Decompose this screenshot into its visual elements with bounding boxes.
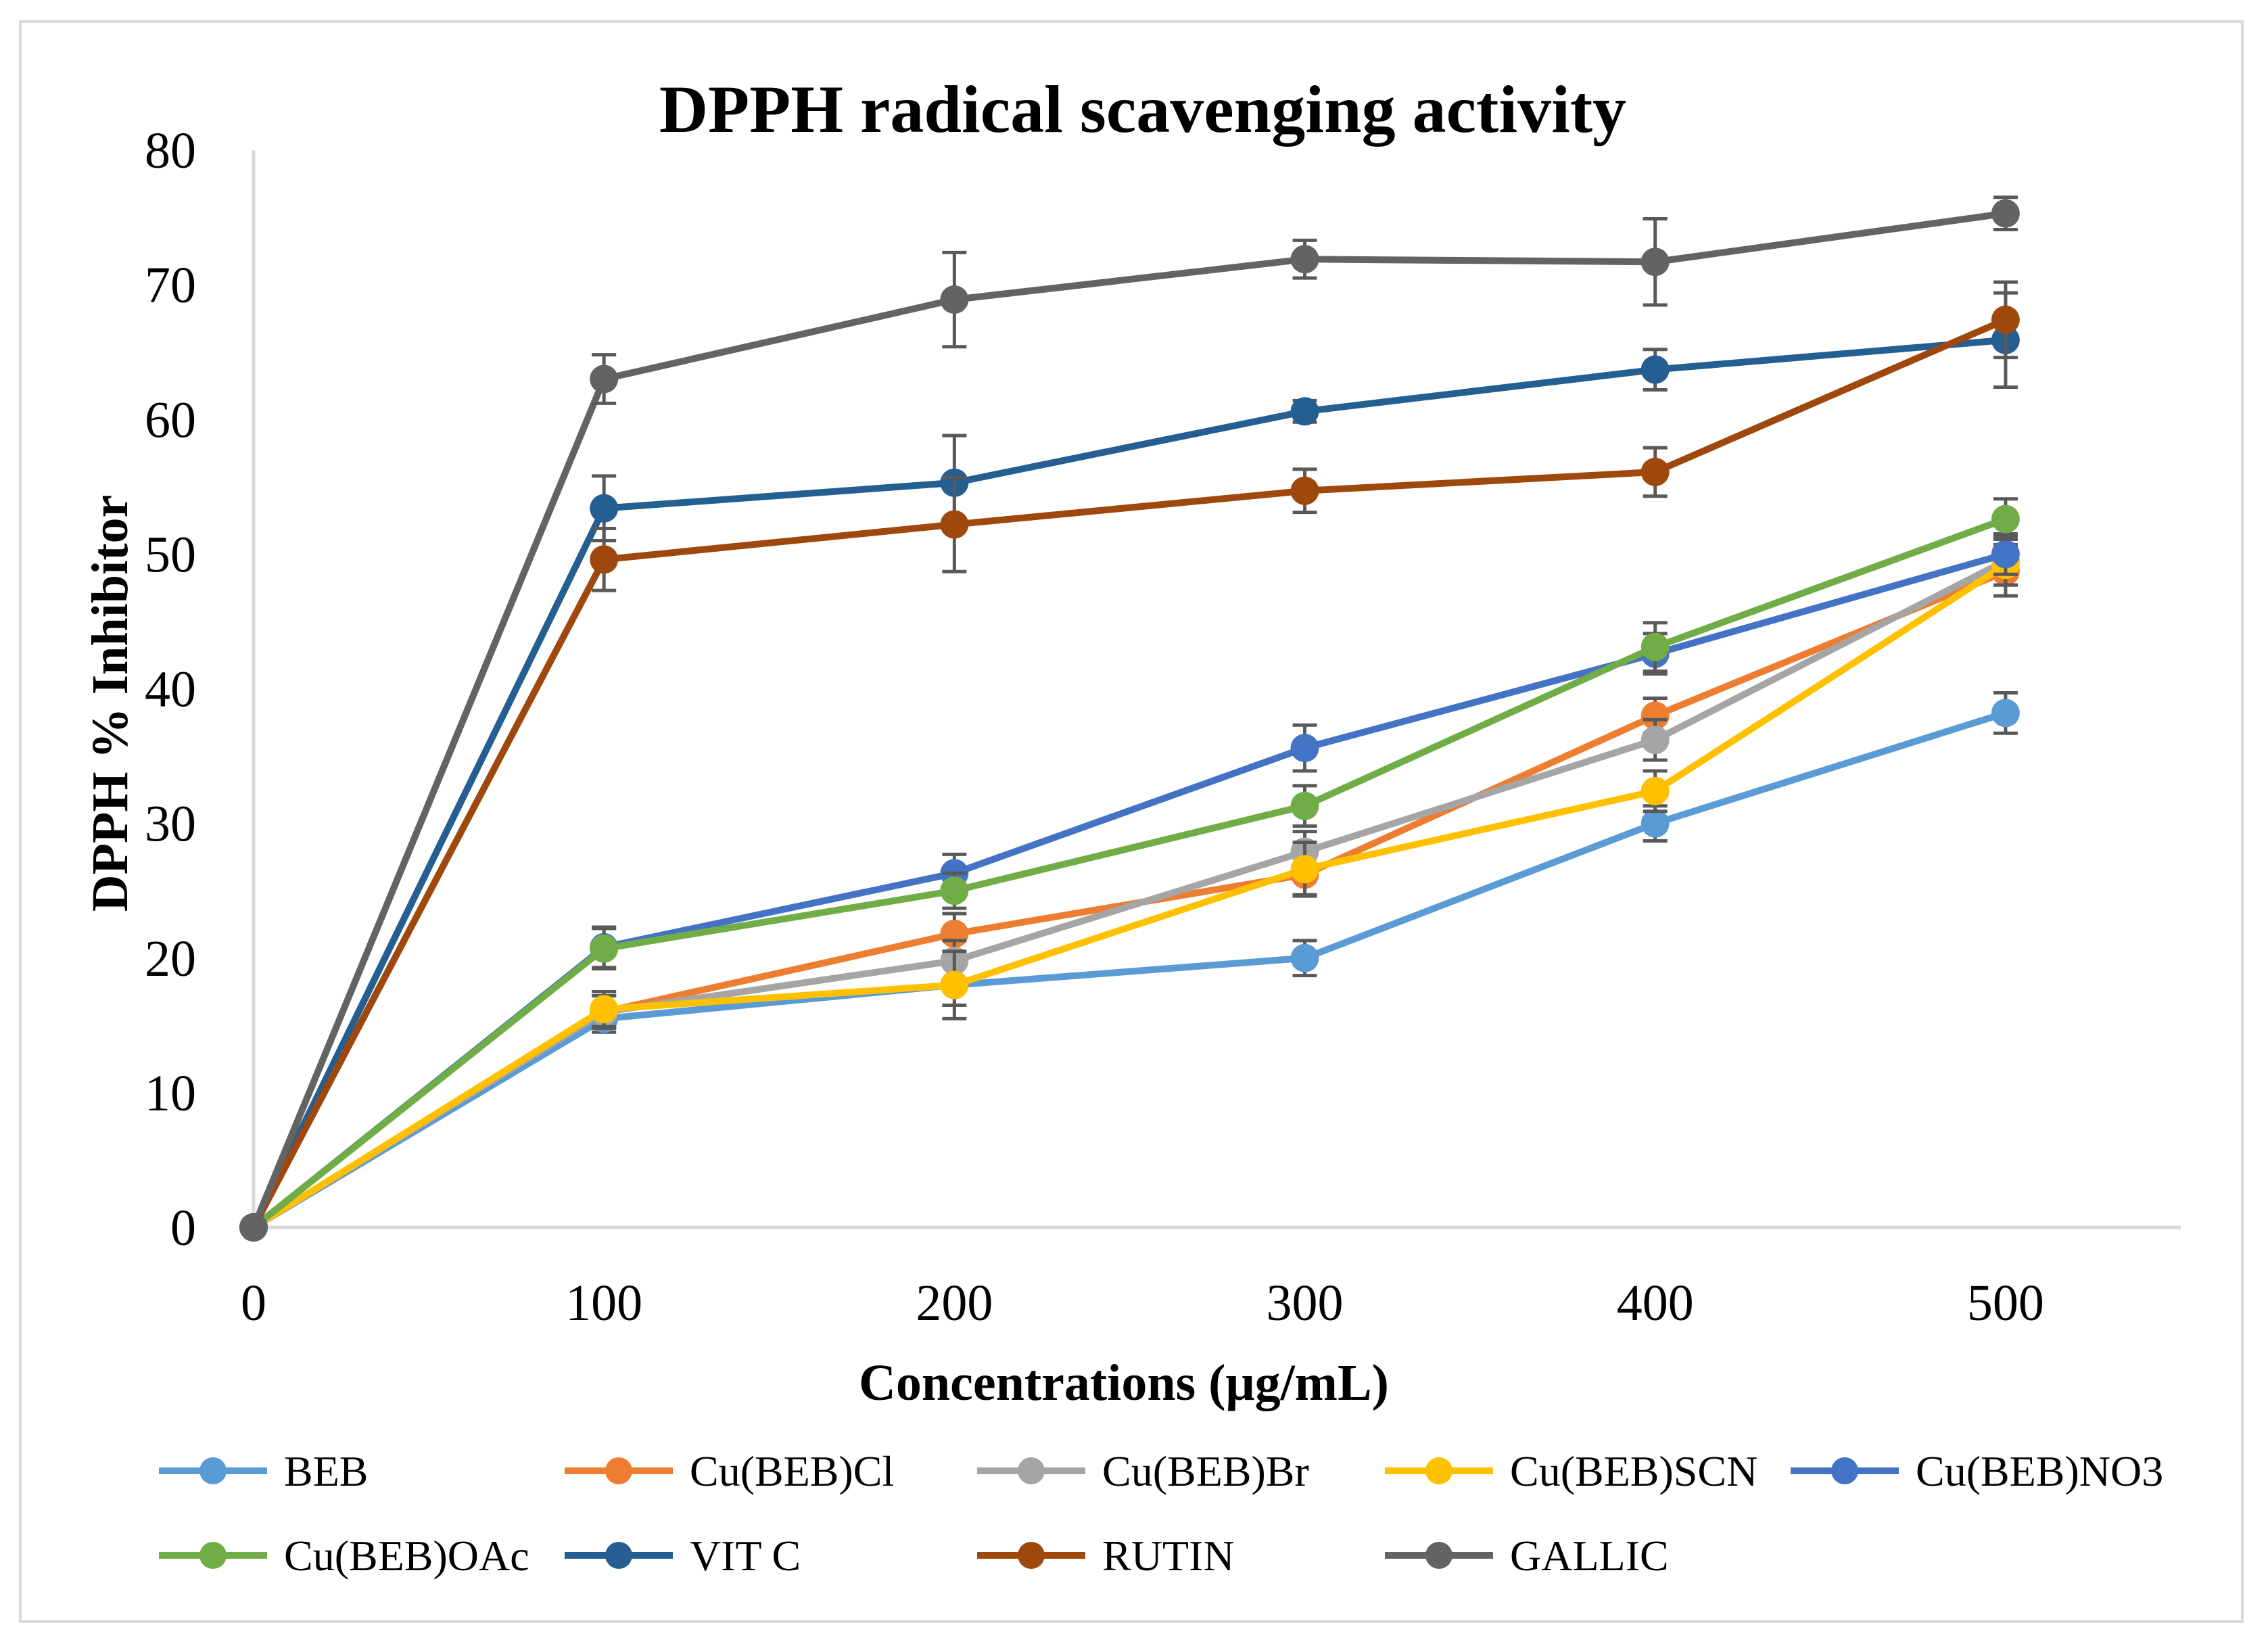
x-tick-label: 500	[1967, 1275, 2044, 1332]
data-point	[1290, 397, 1319, 426]
data-point	[1290, 943, 1319, 972]
data-point	[1640, 726, 1670, 755]
data-point	[590, 494, 619, 523]
legend-item: BEB	[159, 1447, 368, 1495]
chart-title: DPPH radical scavenging activity	[659, 72, 1626, 147]
y-tick-label: 30	[145, 796, 196, 853]
y-tick-label: 0	[170, 1200, 196, 1256]
y-tick-label: 50	[145, 526, 196, 583]
legend-label: Cu(BEB)Cl	[690, 1447, 894, 1495]
series-line	[251, 550, 2007, 1230]
series-layer	[239, 195, 2020, 1242]
legend-marker	[1831, 1457, 1858, 1484]
data-point	[1640, 457, 1670, 486]
legend-label: RUTIN	[1102, 1532, 1235, 1580]
y-tick-label: 80	[145, 122, 196, 179]
data-point	[590, 364, 619, 394]
data-point	[590, 934, 619, 963]
series-line	[252, 709, 2007, 1231]
legend-marker	[199, 1457, 227, 1484]
y-axis-title: DPPH % Inhibitor	[82, 495, 139, 912]
data-point	[1290, 855, 1319, 884]
data-point	[1991, 199, 2020, 228]
data-point	[1640, 632, 1670, 661]
legend-label: GALLIC	[1510, 1532, 1669, 1580]
data-point	[940, 970, 969, 999]
data-point	[1640, 701, 1670, 730]
data-point	[1640, 809, 1670, 838]
data-point	[1640, 248, 1670, 277]
legend-label: Cu(BEB)Br	[1102, 1447, 1309, 1495]
data-point	[1290, 734, 1319, 763]
x-tick-labels: 0 100 200 300 400 500	[241, 1275, 2044, 1332]
x-axis-title: Concentrations (μg/mL)	[859, 1355, 1389, 1411]
series-cu-beb-no3	[239, 532, 2020, 1242]
data-point	[1640, 776, 1670, 805]
series-cu-beb-br	[239, 534, 2020, 1242]
y-tick-label: 10	[145, 1065, 196, 1122]
y-tick-label: 70	[145, 257, 196, 314]
legend-item: RUTIN	[977, 1532, 1235, 1580]
data-point	[1290, 245, 1319, 274]
series-line	[252, 568, 2007, 1231]
y-tick-labels: 0 10 20 30 40 50 60 70 80	[145, 122, 196, 1256]
data-point	[1991, 305, 2020, 334]
series-cu-beb-cl	[239, 545, 2020, 1242]
data-point	[1640, 355, 1670, 384]
series-rutin	[239, 280, 2020, 1242]
y-tick-label: 60	[145, 392, 196, 448]
data-point	[1991, 699, 2020, 728]
legend-item: GALLIC	[1385, 1532, 1669, 1580]
data-point	[940, 285, 969, 314]
legend: BEB Cu(BEB)Cl Cu(BEB)Br Cu(BEB)SCN Cu(BEB)NO…	[159, 1447, 2163, 1580]
legend-item: Cu(BEB)SCN	[1385, 1447, 1757, 1495]
series-line	[250, 336, 2006, 1229]
x-tick-label: 400	[1617, 1275, 1694, 1332]
legend-marker	[605, 1542, 632, 1569]
legend-item: Cu(BEB)Br	[977, 1447, 1309, 1495]
series-vit-c	[239, 291, 2020, 1242]
data-point	[940, 510, 969, 539]
axes	[252, 150, 2181, 1229]
series-cu-beb-scn	[239, 542, 2020, 1242]
series-line	[251, 515, 2007, 1230]
legend-item: Cu(BEB)NO3	[1791, 1447, 2163, 1495]
x-tick-label: 0	[241, 1275, 266, 1332]
legend-marker	[1018, 1457, 1045, 1484]
data-point	[590, 995, 619, 1024]
legend-item: Cu(BEB)Cl	[565, 1447, 894, 1495]
x-tick-label: 300	[1267, 1275, 1344, 1332]
series-line	[252, 562, 2008, 1231]
series-line	[250, 210, 2006, 1229]
legend-marker	[1425, 1457, 1452, 1484]
data-point	[1290, 791, 1319, 820]
series-line	[250, 316, 2007, 1229]
legend-item: Cu(BEB)OAc	[159, 1532, 529, 1580]
series-line	[252, 557, 2008, 1231]
series-gallic	[239, 195, 2020, 1242]
chart-frame	[19, 20, 2244, 1623]
legend-marker	[1018, 1542, 1045, 1569]
data-point	[1991, 540, 2020, 569]
data-point	[940, 876, 969, 905]
series-beb	[239, 690, 2020, 1242]
legend-label: Cu(BEB)SCN	[1510, 1447, 1757, 1495]
data-point	[1290, 476, 1319, 505]
x-tick-label: 200	[916, 1275, 993, 1332]
legend-marker	[605, 1457, 632, 1484]
legend-label: Cu(BEB)NO3	[1916, 1447, 2163, 1495]
legend-label: Cu(BEB)OAc	[284, 1532, 529, 1580]
data-point	[590, 545, 619, 574]
x-tick-label: 100	[565, 1275, 642, 1332]
y-tick-label: 20	[145, 931, 196, 987]
legend-label: VIT C	[690, 1532, 801, 1580]
data-point	[239, 1213, 268, 1242]
legend-item: VIT C	[565, 1532, 801, 1580]
legend-label: BEB	[284, 1447, 368, 1495]
legend-marker	[1425, 1542, 1452, 1569]
legend-marker	[199, 1542, 227, 1569]
y-tick-label: 40	[145, 661, 196, 718]
data-point	[1991, 504, 2020, 534]
